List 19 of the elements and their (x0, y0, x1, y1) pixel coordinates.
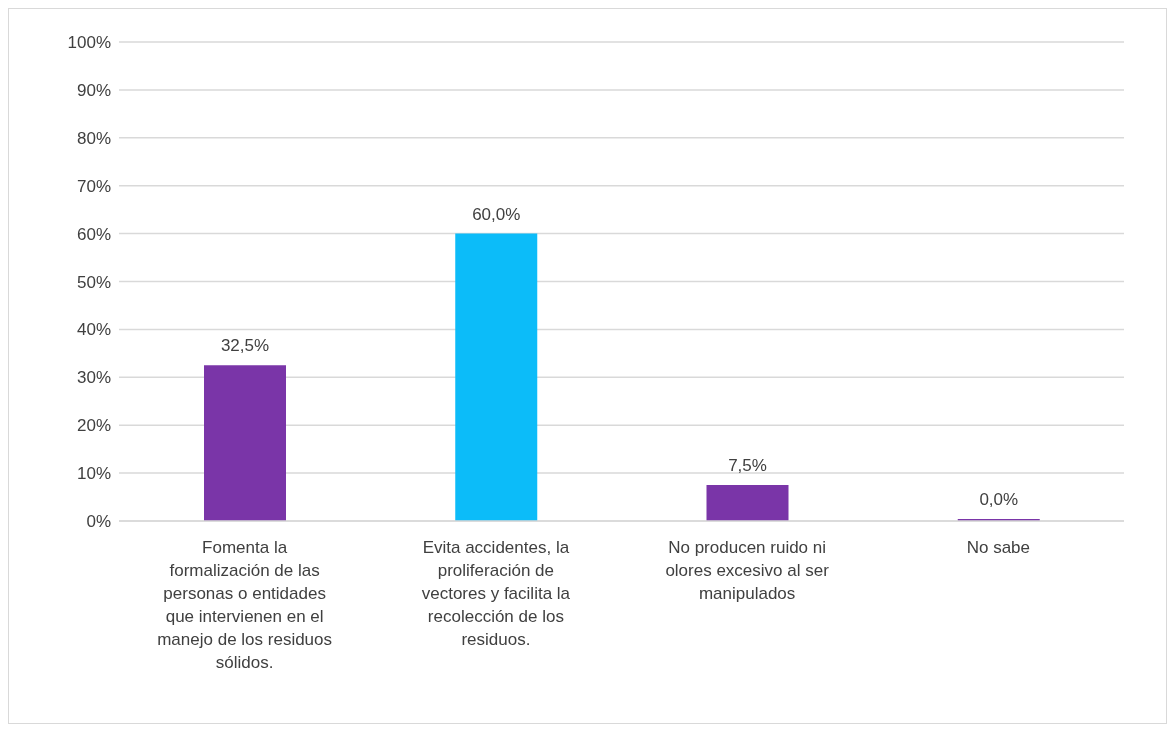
y-tick-label: 30% (76, 368, 111, 388)
x-tick-label: No sabe (966, 538, 1031, 557)
y-tick-label: 70% (76, 176, 111, 196)
y-tick-label: 50% (76, 272, 111, 292)
y-tick-label: 40% (76, 320, 111, 340)
y-tick-label: 90% (76, 80, 111, 100)
x-tick-label: Evita accidentes, la proliferación de vectores y facilita la recolección de los residuos. (421, 538, 571, 649)
data-label: 0,0% (979, 490, 1019, 509)
data-label: 7,5% (728, 456, 767, 476)
y-tick-label: 80% (76, 128, 111, 148)
y-tick-label: 20% (76, 416, 111, 436)
y-tick-label: 100% (67, 33, 111, 53)
x-tick-label: Fomenta la formalización de las personas o entidades que intervienen en el manejo de los residuos sólidos. (157, 538, 333, 672)
y-tick-label: 60% (76, 224, 111, 244)
y-tick-label: 0% (86, 512, 111, 532)
data-label: 60,0% (472, 204, 521, 224)
y-tick-label: 10% (76, 464, 111, 484)
data-label: 32,5% (220, 336, 270, 356)
x-tick-label: No producen ruido ni olores excesivo al ser manipulados (665, 538, 830, 603)
